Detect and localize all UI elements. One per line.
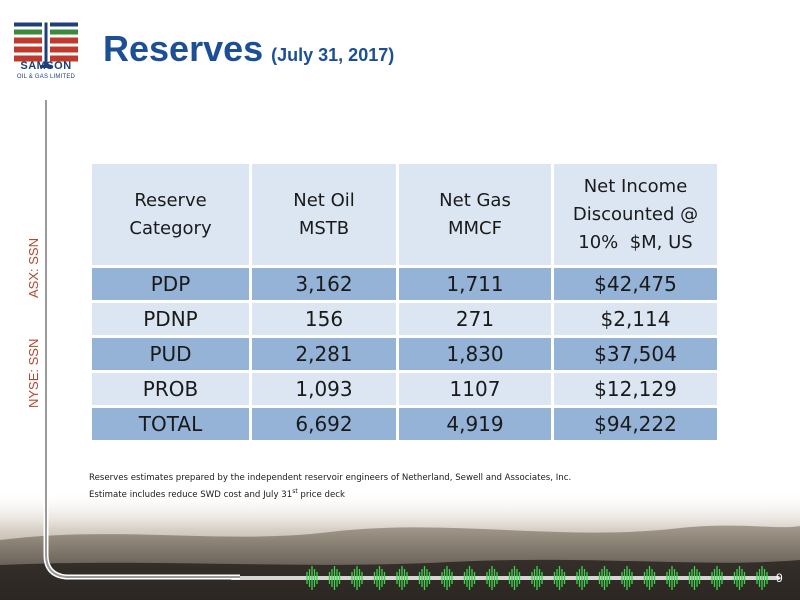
cell-category: PUD <box>92 338 249 370</box>
cell-net-oil: 1,093 <box>252 373 396 405</box>
cell-net-gas: 271 <box>399 303 551 335</box>
cell-net-gas: 1,711 <box>399 268 551 300</box>
cell-net-income: $42,475 <box>554 268 717 300</box>
page-number: 9 <box>776 571 783 585</box>
cell-net-oil: 2,281 <box>252 338 396 370</box>
footnote-1: Reserves estimates prepared by the indep… <box>89 473 572 483</box>
table-row-total: TOTAL 6,692 4,919 $94,222 <box>92 408 717 440</box>
header-reserve-category: Reserve Category <box>92 164 249 265</box>
cell-net-gas: 1107 <box>399 373 551 405</box>
cell-net-oil: 3,162 <box>252 268 396 300</box>
cell-net-income: $94,222 <box>554 408 717 440</box>
table-row: PDNP 156 271 $2,114 <box>92 303 717 335</box>
footnotes: Reserves estimates prepared by the indep… <box>89 472 571 502</box>
cell-net-income: $37,504 <box>554 338 717 370</box>
cell-net-income: $2,114 <box>554 303 717 335</box>
header-net-income: Net Income Discounted @ 10% $M, US <box>554 164 717 265</box>
table-header-row: Reserve Category Net Oil MSTB Net Gas MM… <box>92 164 717 265</box>
nyse-ticker: NYSE: SSN <box>26 338 41 408</box>
cell-net-income: $12,129 <box>554 373 717 405</box>
slide-title: Reserves (July 31, 2017) <box>103 28 394 70</box>
cell-net-oil: 6,692 <box>252 408 396 440</box>
cell-category: PROB <box>92 373 249 405</box>
title-date: (July 31, 2017) <box>271 45 395 65</box>
cell-net-oil: 156 <box>252 303 396 335</box>
cell-category: PDNP <box>92 303 249 335</box>
logo-name: SAMSON <box>20 60 72 72</box>
asx-ticker: ASX: SSN <box>26 238 41 298</box>
terrain-background <box>0 490 800 600</box>
cell-net-gas: 4,919 <box>399 408 551 440</box>
samson-logo <box>14 20 78 69</box>
footnote-2: Estimate includes reduce SWD cost and Ju… <box>89 488 345 500</box>
header-net-gas: Net Gas MMCF <box>399 164 551 265</box>
table-row: PUD 2,281 1,830 $37,504 <box>92 338 717 370</box>
cell-net-gas: 1,830 <box>399 338 551 370</box>
cell-category: PDP <box>92 268 249 300</box>
table-row: PROB 1,093 1107 $12,129 <box>92 373 717 405</box>
frac-stages <box>306 566 768 590</box>
cell-category: TOTAL <box>92 408 249 440</box>
reserves-table: Reserve Category Net Oil MSTB Net Gas MM… <box>89 161 720 443</box>
title-main: Reserves <box>103 28 264 69</box>
table-row: PDP 3,162 1,711 $42,475 <box>92 268 717 300</box>
logo-subtitle: OIL & GAS LIMITED <box>16 74 76 80</box>
header-net-oil: Net Oil MSTB <box>252 164 396 265</box>
